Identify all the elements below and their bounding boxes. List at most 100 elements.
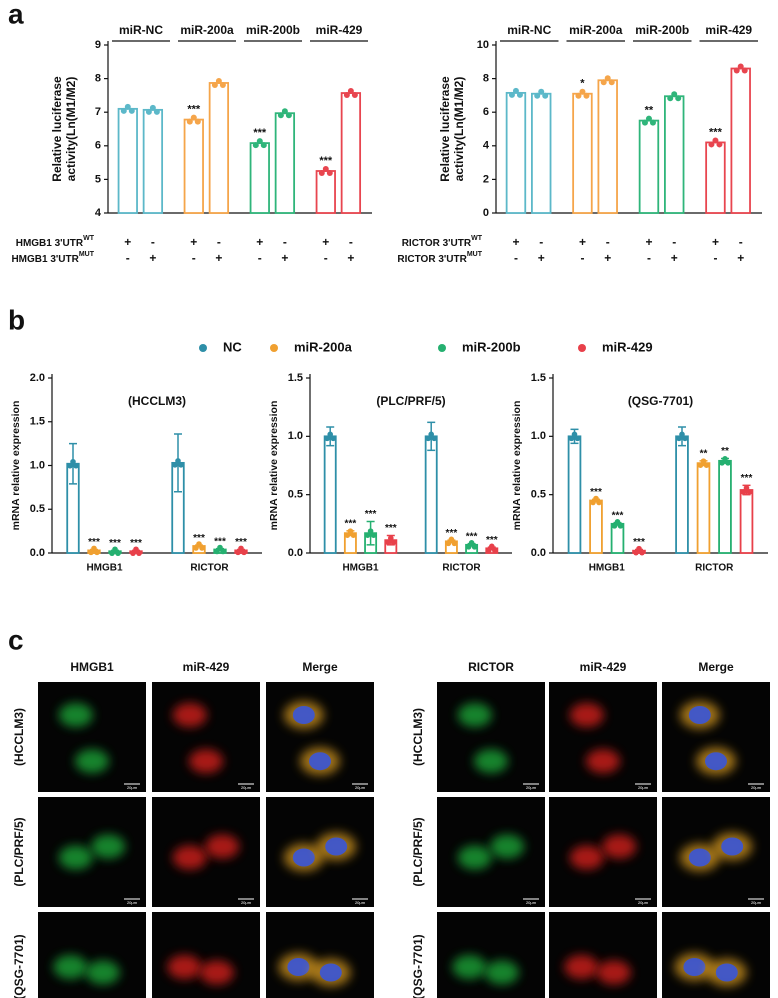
sign: + — [281, 251, 288, 265]
micrograph — [437, 797, 545, 907]
y-tick-label: 0.0 — [288, 547, 303, 559]
significance: *** — [486, 535, 498, 546]
panel-label: c — [8, 624, 24, 655]
data-dot — [649, 119, 656, 126]
group-label: miR-200b — [635, 23, 689, 37]
cell-signal — [569, 845, 604, 870]
cell-signal — [172, 703, 207, 727]
cell-signal — [91, 834, 126, 859]
micrograph — [266, 912, 374, 998]
row-label: (HCCLM3) — [12, 708, 26, 766]
micrograph — [266, 682, 374, 792]
cell-signal — [189, 749, 223, 774]
data-dot — [193, 545, 199, 551]
data-dot — [568, 435, 575, 442]
sign: + — [712, 235, 719, 249]
sign: - — [283, 235, 287, 249]
nucleus — [292, 706, 315, 724]
row-label-sup: MUT — [79, 251, 95, 258]
bar — [664, 95, 685, 214]
nucleus — [319, 963, 342, 982]
data-dot — [593, 495, 599, 502]
y-tick-label: 7 — [95, 106, 101, 118]
chart-title: (PLC/PRF/5) — [376, 394, 445, 408]
data-dot — [238, 545, 244, 552]
data-dot — [431, 435, 438, 442]
nucleus — [325, 837, 348, 856]
y-tick-label: 6 — [483, 106, 489, 118]
micrograph — [152, 797, 260, 907]
data-dot — [675, 95, 682, 102]
legend-swatch — [199, 344, 207, 352]
cell-signal — [53, 955, 88, 979]
data-dot — [590, 499, 596, 506]
micrograph — [549, 797, 657, 907]
cell-signal — [490, 834, 525, 859]
scale-bar-label: 20μm — [127, 900, 138, 905]
cell-signal — [586, 749, 620, 774]
data-dot — [149, 104, 156, 111]
y-axis-label: Relative luciferase — [438, 76, 452, 182]
data-dot — [88, 549, 94, 556]
data-dot — [428, 431, 435, 438]
data-dot — [617, 523, 624, 529]
scale-bar-label: 20μm — [526, 900, 537, 905]
cell-signal — [58, 845, 93, 870]
bar — [597, 79, 618, 214]
y-tick-label: 1.0 — [531, 430, 546, 442]
sign: + — [671, 251, 678, 265]
group-label: miR-429 — [316, 23, 363, 37]
data-dot — [285, 112, 292, 119]
significance: *** — [130, 538, 142, 549]
cell-signal — [474, 749, 508, 774]
group-label: miR-NC — [507, 23, 551, 37]
bar — [505, 91, 527, 214]
bar — [274, 112, 296, 214]
data-dot — [700, 458, 707, 464]
data-dot — [534, 92, 541, 99]
data-dot — [682, 435, 688, 442]
data-dot — [364, 532, 371, 538]
bar — [249, 142, 270, 214]
sign: - — [324, 251, 328, 265]
x-tick-label: HMGB1 — [86, 563, 123, 574]
data-dot — [492, 547, 498, 554]
sign: - — [126, 251, 130, 265]
data-dot — [330, 435, 337, 442]
data-dot — [722, 456, 728, 462]
cell-signal — [602, 834, 637, 859]
group-label: miR-NC — [119, 23, 163, 37]
scale-bar-label: 20μm — [638, 900, 649, 905]
cell-signal — [596, 960, 631, 985]
data-dot — [667, 95, 674, 102]
data-dot — [145, 108, 152, 115]
bar — [323, 435, 337, 554]
significance: *** — [446, 528, 458, 539]
sign: + — [256, 235, 263, 249]
data-dot — [486, 547, 492, 554]
bar — [705, 141, 726, 214]
data-dot — [448, 536, 455, 543]
legend-label: miR-200b — [462, 339, 521, 354]
data-dot — [281, 108, 288, 115]
significance: *** — [235, 537, 247, 548]
scale-bar-label: 20μm — [355, 785, 366, 790]
bar — [730, 67, 751, 214]
cell-signal — [75, 749, 109, 774]
data-dot — [468, 540, 475, 546]
data-dot — [575, 92, 582, 99]
data-dot — [252, 142, 259, 149]
y-tick-label: 6 — [95, 140, 101, 152]
y-tick-label: 0.5 — [30, 503, 45, 515]
nucleus — [688, 848, 711, 867]
data-dot — [194, 118, 201, 125]
cell-signal — [172, 845, 207, 870]
significance: *** — [253, 127, 267, 139]
cell-signal — [199, 960, 234, 985]
data-dot — [350, 532, 357, 538]
row-label-text: HMGB1 3'UTR — [16, 238, 84, 249]
data-dot — [425, 435, 432, 442]
micrograph — [38, 912, 146, 998]
sign: - — [606, 235, 610, 249]
bar — [315, 170, 336, 214]
